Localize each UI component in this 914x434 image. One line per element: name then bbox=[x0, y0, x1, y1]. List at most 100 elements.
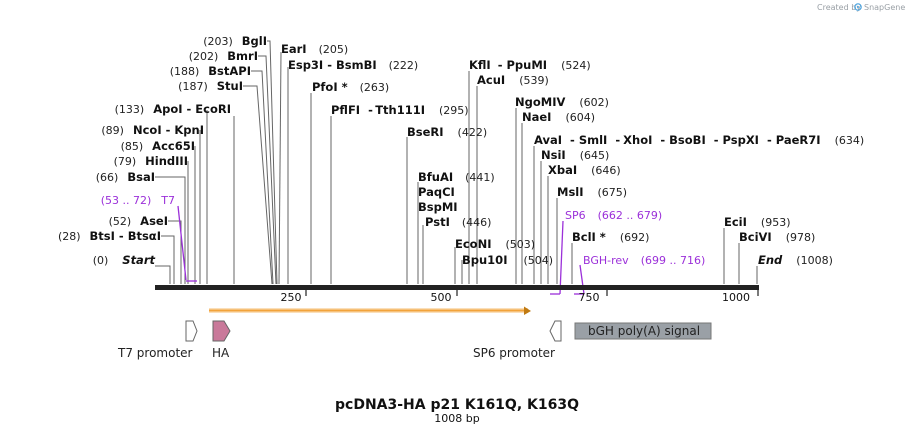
site-pos: (953) bbox=[761, 216, 791, 229]
leader-bmri bbox=[258, 55, 277, 285]
site-pos: (263) bbox=[360, 81, 390, 94]
leader-bstapi bbox=[251, 70, 274, 285]
leader-btsi bbox=[161, 235, 175, 284]
site-bspmi-label: BspMI bbox=[418, 200, 458, 214]
site-pos: (52) bbox=[109, 215, 132, 228]
site-name: StuI bbox=[217, 79, 243, 93]
site-name: PaeR7I bbox=[776, 133, 821, 147]
site-name: BsaI bbox=[127, 170, 155, 184]
site-sep: - bbox=[119, 229, 124, 243]
site-pos: (28) bbox=[58, 230, 81, 243]
primer-sp6-label: SP6 (662 .. 679) bbox=[565, 209, 662, 222]
site-pos: (295) bbox=[439, 104, 469, 117]
site-bcli-label: BclI * (692) bbox=[572, 230, 649, 244]
leader-start bbox=[155, 265, 171, 284]
site-pos: (646) bbox=[591, 164, 621, 177]
site-name: EcoRI bbox=[195, 102, 231, 116]
site-name: SmlI bbox=[579, 133, 608, 147]
site-sep: - bbox=[714, 133, 719, 147]
site-pos: (504) bbox=[523, 254, 553, 267]
site-name: EcoNI bbox=[455, 237, 491, 251]
primer-name: SP6 bbox=[565, 209, 586, 222]
site-sep: - bbox=[166, 123, 171, 137]
credit-prefix: Created by bbox=[817, 3, 861, 12]
site-pos: (604) bbox=[565, 111, 595, 124]
site-pflfi-label: PflFI - Tth111I (295) bbox=[331, 103, 469, 117]
site-pos: (422) bbox=[458, 126, 488, 139]
site-name: Acc65I bbox=[152, 139, 195, 153]
primer-name: BGH-rev bbox=[583, 254, 629, 267]
site-sep: - bbox=[327, 58, 332, 72]
site-name: NgoMIV bbox=[515, 95, 565, 109]
site-name: BtsI bbox=[90, 229, 115, 243]
site-name: BclI * bbox=[572, 230, 606, 244]
site-name: BglI bbox=[242, 34, 267, 48]
ruler-label: 500 bbox=[431, 291, 452, 304]
site-name: BsoBI bbox=[669, 133, 706, 147]
site-pos: (0) bbox=[93, 254, 109, 267]
primer-range: (53 .. 72) bbox=[101, 194, 152, 207]
site-name: NcoI bbox=[133, 123, 162, 137]
primer-name: T7 bbox=[160, 194, 175, 207]
ruler-label: 1000 bbox=[722, 291, 750, 304]
site-pos: (539) bbox=[519, 74, 549, 87]
site-name: BtsαI bbox=[128, 229, 161, 243]
site-name: AcuI bbox=[477, 73, 505, 87]
leader-eari bbox=[278, 51, 282, 285]
site-name: PpuMI bbox=[507, 58, 548, 72]
site-pos: (446) bbox=[462, 216, 492, 229]
ha-marker[interactable] bbox=[212, 320, 231, 342]
ha-label: HA bbox=[212, 346, 230, 360]
site-pos: (79) bbox=[114, 155, 137, 168]
site-pos: (205) bbox=[319, 43, 349, 56]
orf-arrow[interactable] bbox=[209, 306, 531, 316]
site-name: PstI bbox=[425, 215, 450, 229]
site-naei-label: NaeI (604) bbox=[522, 110, 595, 124]
site-pos: (1008) bbox=[796, 254, 833, 267]
site-name: AvaI bbox=[534, 133, 562, 147]
primer-range: (662 .. 679) bbox=[598, 209, 663, 222]
t7-promoter-marker[interactable] bbox=[185, 320, 198, 342]
primer-t7-label: (53 .. 72) T7 bbox=[101, 194, 175, 207]
site-hindiii-label: (79) HindIII bbox=[114, 154, 188, 168]
primer-range: (699 .. 716) bbox=[641, 254, 706, 267]
site-ncoi-label: (89) NcoI - KpnI bbox=[101, 123, 204, 137]
site-avai-label: AvaI - SmlI - XhoI - BsoBI - PspXI - PaeR7I (634) bbox=[534, 133, 864, 147]
site-name: EarI bbox=[281, 42, 307, 56]
site-paqci-label: PaqCI bbox=[418, 185, 455, 199]
site-pos: (187) bbox=[178, 80, 208, 93]
site-pos: (675) bbox=[598, 186, 628, 199]
plasmid-title: pcDNA3-HA p21 K161Q, K163Q bbox=[335, 397, 579, 413]
site-name: EciI bbox=[724, 215, 747, 229]
credit-brand[interactable]: SnapGene bbox=[864, 3, 905, 12]
site-psti-label: PstI (446) bbox=[425, 215, 491, 229]
site-name: PfoI * bbox=[312, 80, 348, 94]
site-xbai-label: XbaI (646) bbox=[548, 163, 621, 177]
primer-bghrev-label: BGH-rev (699 .. 716) bbox=[583, 254, 705, 267]
site-name: Start bbox=[122, 253, 155, 267]
leader-stui bbox=[243, 85, 273, 285]
site-pos: (202) bbox=[189, 50, 219, 63]
site-eari-label: EarI (205) bbox=[281, 42, 348, 56]
site-ecii-label: EciI (953) bbox=[724, 215, 791, 229]
site-msli-label: MslI (675) bbox=[557, 185, 627, 199]
site-name: NsiI bbox=[541, 148, 566, 162]
site-bseri-label: BseRI (422) bbox=[407, 125, 487, 139]
site-name: MslI bbox=[557, 185, 584, 199]
sp6-promoter-label: SP6 promoter bbox=[473, 346, 555, 360]
site-bstapi-label: (188) BstAPI bbox=[170, 64, 251, 78]
site-name: BfuAI bbox=[418, 170, 453, 184]
site-name: BciVI bbox=[739, 230, 772, 244]
site-bmri-label: (202) BmrI bbox=[189, 49, 258, 63]
site-name: XhoI bbox=[623, 133, 652, 147]
site-bfuai-label: BfuAI (441) bbox=[418, 170, 495, 184]
site-acui-label: AcuI (539) bbox=[477, 73, 549, 87]
site-bgli-label: (203) BglI bbox=[203, 34, 267, 48]
polya-signal-box[interactable] bbox=[574, 322, 712, 340]
site-name: BseRI bbox=[407, 125, 444, 139]
sp6-promoter-marker[interactable] bbox=[549, 320, 562, 342]
site-name: Tth111I bbox=[375, 103, 425, 117]
site-sep: - bbox=[570, 133, 575, 147]
site-nsii-label: NsiI (645) bbox=[541, 148, 609, 162]
